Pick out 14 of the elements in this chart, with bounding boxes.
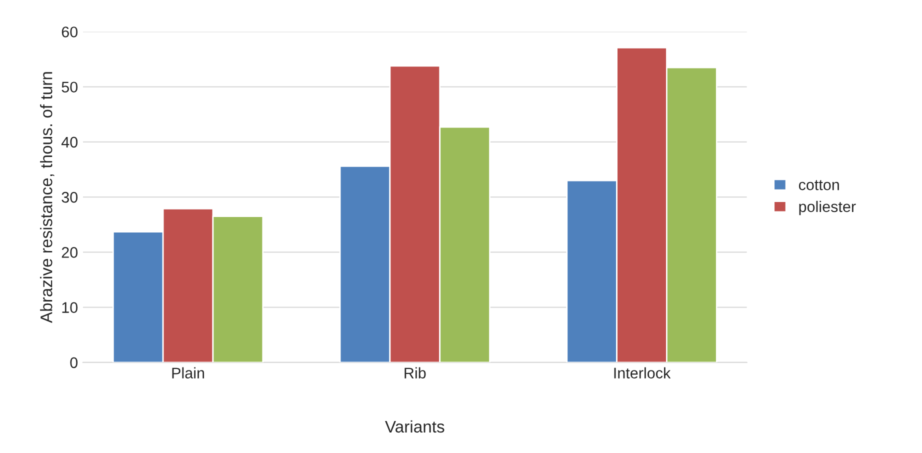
x-tick-label: Interlock — [614, 367, 671, 378]
y-tick-label: 60 — [62, 26, 78, 38]
y-tick-label: 30 — [62, 192, 78, 203]
y-tick-label: 40 — [61, 136, 78, 148]
legend-label: poliester — [799, 200, 856, 216]
x-tick-label: Rib — [404, 367, 426, 378]
y-tick-label: 10 — [62, 302, 78, 313]
x-tick-label: Plain — [172, 367, 204, 378]
y-tick-label: 50 — [62, 82, 78, 93]
y-axis-title: Abrazive resistance, thous. of turn — [40, 72, 54, 323]
y-tick-label: 20 — [62, 247, 78, 258]
x-axis-title: Variants — [385, 420, 444, 433]
y-tick-label: 0 — [70, 357, 78, 368]
legend-label: cotton — [798, 180, 839, 190]
